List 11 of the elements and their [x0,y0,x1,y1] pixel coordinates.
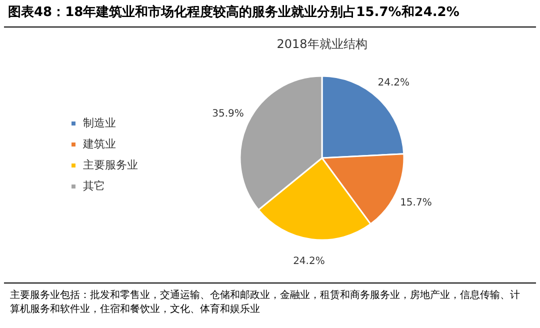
data-label: 15.7% [400,198,432,209]
text: 主要服务业包括：批发和零售业，交通运输、仓储和邮政业，金融业，租赁和商务服务业，房地产业，信息传输、计算机服务和软件业，住宿和餐饮业，文化、体育和娱乐业 [10,289,520,315]
legend-label: 建筑业 [82,138,116,150]
data-label: 35.9% [212,108,244,120]
chart-subtitle: 2018年就业结构 [276,37,368,51]
chart-title: 图表48：18年建筑业和市场化程度较高的服务业就业分别占15.7%和24.2% [8,4,460,20]
data-label: 24.2% [293,256,325,268]
legend-label: 主要服务业 [83,158,138,172]
data-label: 24.2% [378,78,410,89]
legend-label: 其它 [83,180,105,192]
legend-label: 制造业 [83,116,116,130]
